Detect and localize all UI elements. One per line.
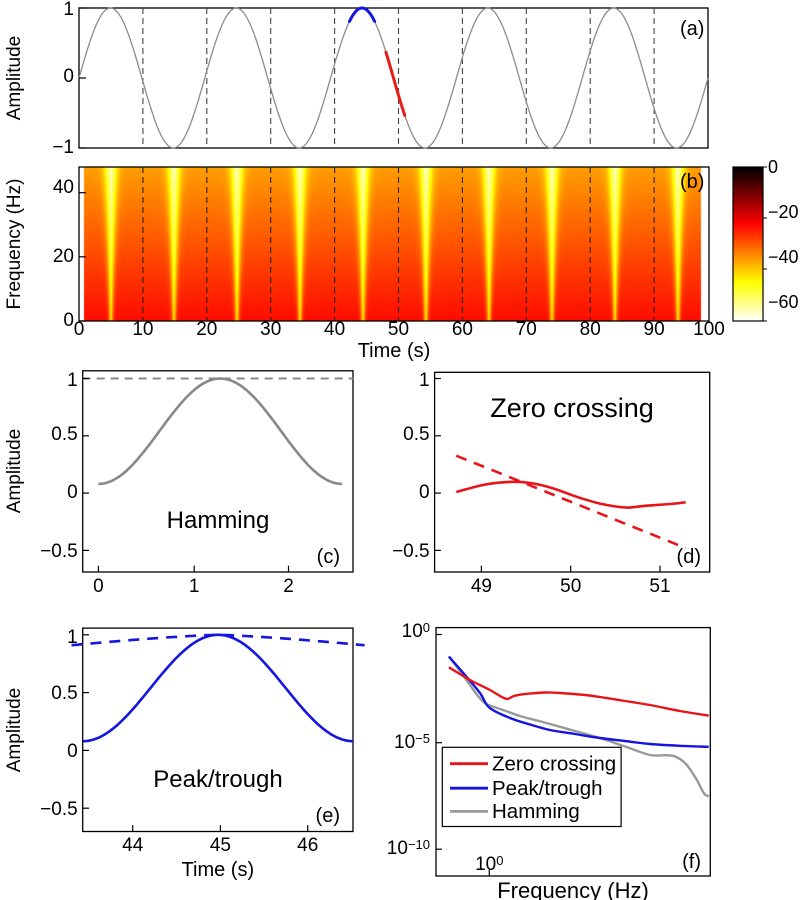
svg-text:0: 0 [419, 482, 430, 503]
svg-text:70: 70 [516, 319, 537, 340]
svg-text:Frequency (Hz): Frequency (Hz) [497, 878, 649, 900]
svg-text:Amplitude: Amplitude [4, 688, 25, 773]
svg-text:0: 0 [67, 482, 78, 503]
svg-text:0.5: 0.5 [51, 683, 77, 704]
svg-text:44: 44 [122, 835, 144, 856]
svg-text:0: 0 [93, 576, 104, 597]
svg-text:80: 80 [580, 319, 601, 340]
svg-text:0: 0 [74, 319, 85, 340]
svg-text:(f): (f) [682, 851, 701, 873]
svg-text:0: 0 [67, 741, 78, 762]
svg-text:50: 50 [560, 576, 581, 597]
svg-text:51: 51 [649, 576, 670, 597]
svg-text:49: 49 [471, 576, 492, 597]
svg-text:1: 1 [189, 576, 200, 597]
svg-text:Hamming: Hamming [492, 800, 580, 823]
svg-text:Time (s): Time (s) [182, 859, 255, 881]
svg-text:Frequency (Hz): Frequency (Hz) [4, 179, 25, 310]
svg-text:(e): (e) [316, 805, 340, 827]
svg-text:1: 1 [419, 370, 430, 391]
svg-text:−0.5: −0.5 [40, 799, 78, 820]
svg-text:30: 30 [260, 319, 281, 340]
svg-text:1: 1 [67, 370, 78, 391]
svg-text:10: 10 [132, 319, 153, 340]
svg-text:40: 40 [53, 177, 74, 198]
svg-text:0: 0 [768, 157, 778, 177]
svg-text:10−10: 10−10 [387, 837, 430, 859]
svg-text:Time (s): Time (s) [358, 340, 431, 362]
svg-text:−40: −40 [768, 247, 799, 267]
svg-text:Peak/trough: Peak/trough [153, 766, 282, 793]
svg-text:90: 90 [644, 319, 665, 340]
svg-text:100: 100 [402, 620, 430, 642]
svg-text:60: 60 [452, 319, 473, 340]
svg-text:20: 20 [53, 246, 74, 267]
svg-text:(d): (d) [677, 546, 701, 568]
svg-text:10−5: 10−5 [394, 731, 430, 753]
svg-text:0: 0 [63, 310, 74, 331]
svg-text:(c): (c) [317, 546, 340, 568]
svg-text:2: 2 [283, 576, 294, 597]
svg-text:0.5: 0.5 [51, 424, 77, 445]
svg-text:50: 50 [388, 319, 409, 340]
svg-text:Zero crossing: Zero crossing [492, 753, 616, 776]
svg-text:Amplitude: Amplitude [4, 429, 25, 514]
svg-text:45: 45 [210, 835, 231, 856]
svg-text:Zero crossing: Zero crossing [490, 393, 654, 423]
svg-text:−60: −60 [768, 292, 799, 312]
svg-text:−0.5: −0.5 [392, 541, 430, 562]
svg-text:100: 100 [693, 319, 725, 340]
svg-text:40: 40 [324, 319, 345, 340]
svg-text:−20: −20 [768, 202, 799, 222]
svg-text:Peak/trough: Peak/trough [492, 777, 603, 800]
svg-text:0.5: 0.5 [403, 424, 429, 445]
svg-text:−0.5: −0.5 [40, 541, 78, 562]
svg-text:Hamming: Hamming [167, 507, 270, 534]
svg-text:46: 46 [297, 835, 318, 856]
svg-text:20: 20 [196, 319, 217, 340]
svg-text:(b): (b) [680, 171, 704, 193]
svg-text:1: 1 [67, 627, 78, 648]
